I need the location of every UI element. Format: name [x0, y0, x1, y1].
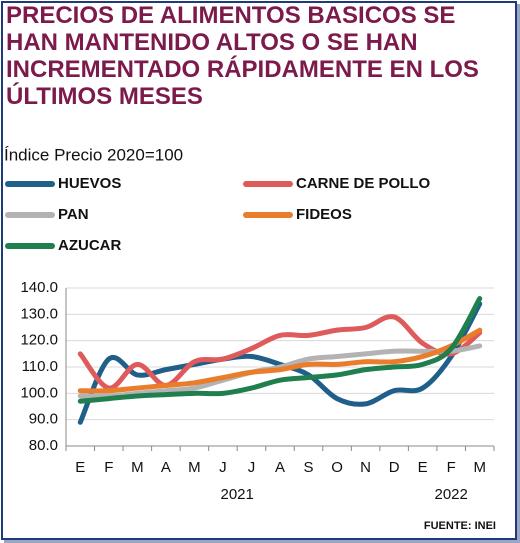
- year-label: 2021: [221, 486, 254, 503]
- y-tick-label: 110.0: [22, 358, 58, 375]
- subtitle: Índice Precio 2020=100: [4, 145, 183, 164]
- y-tick-label: 80.0: [29, 437, 58, 454]
- x-tick-label: F: [104, 459, 113, 476]
- y-tick-label: 90.0: [29, 411, 58, 428]
- legend-label: AZUCAR: [58, 237, 121, 254]
- x-tick-label: D: [389, 459, 400, 476]
- series-line: [77, 314, 483, 391]
- x-tick-label: F: [447, 459, 456, 476]
- y-tick-label: 130.0: [20, 305, 58, 322]
- x-tick-label: E: [418, 459, 428, 476]
- legend-label: HUEVOS: [58, 175, 121, 192]
- x-tick-label: M: [473, 459, 486, 476]
- series-line: [77, 301, 483, 425]
- x-tick-label: O: [331, 459, 343, 476]
- legend-label: FIDEOS: [296, 206, 352, 223]
- x-tick-label: N: [360, 459, 371, 476]
- y-tick-label: 140.0: [20, 279, 58, 296]
- y-tick-label: 100.0: [20, 384, 58, 401]
- y-tick-label: 120.0: [20, 332, 58, 349]
- x-tick-label: S: [304, 459, 314, 476]
- legend-label: CARNE DE POLLO: [296, 175, 431, 192]
- x-tick-label: M: [188, 459, 201, 476]
- legend-label: PAN: [58, 206, 89, 223]
- x-tick-label: E: [75, 459, 85, 476]
- series-line: [77, 327, 483, 394]
- x-tick-label: A: [161, 459, 171, 476]
- source: FUENTE: INEI: [424, 520, 496, 532]
- x-tick-label: A: [275, 459, 285, 476]
- series-line: [77, 296, 483, 404]
- x-tick-label: M: [131, 459, 144, 476]
- series-line: [77, 343, 483, 399]
- x-tick-label: J: [219, 459, 227, 476]
- x-tick-label: J: [248, 459, 256, 476]
- year-label: 2022: [435, 486, 468, 503]
- chart-title: PRECIOS DE ALIMENTOS BASICOS SE HAN MANT…: [6, 2, 479, 110]
